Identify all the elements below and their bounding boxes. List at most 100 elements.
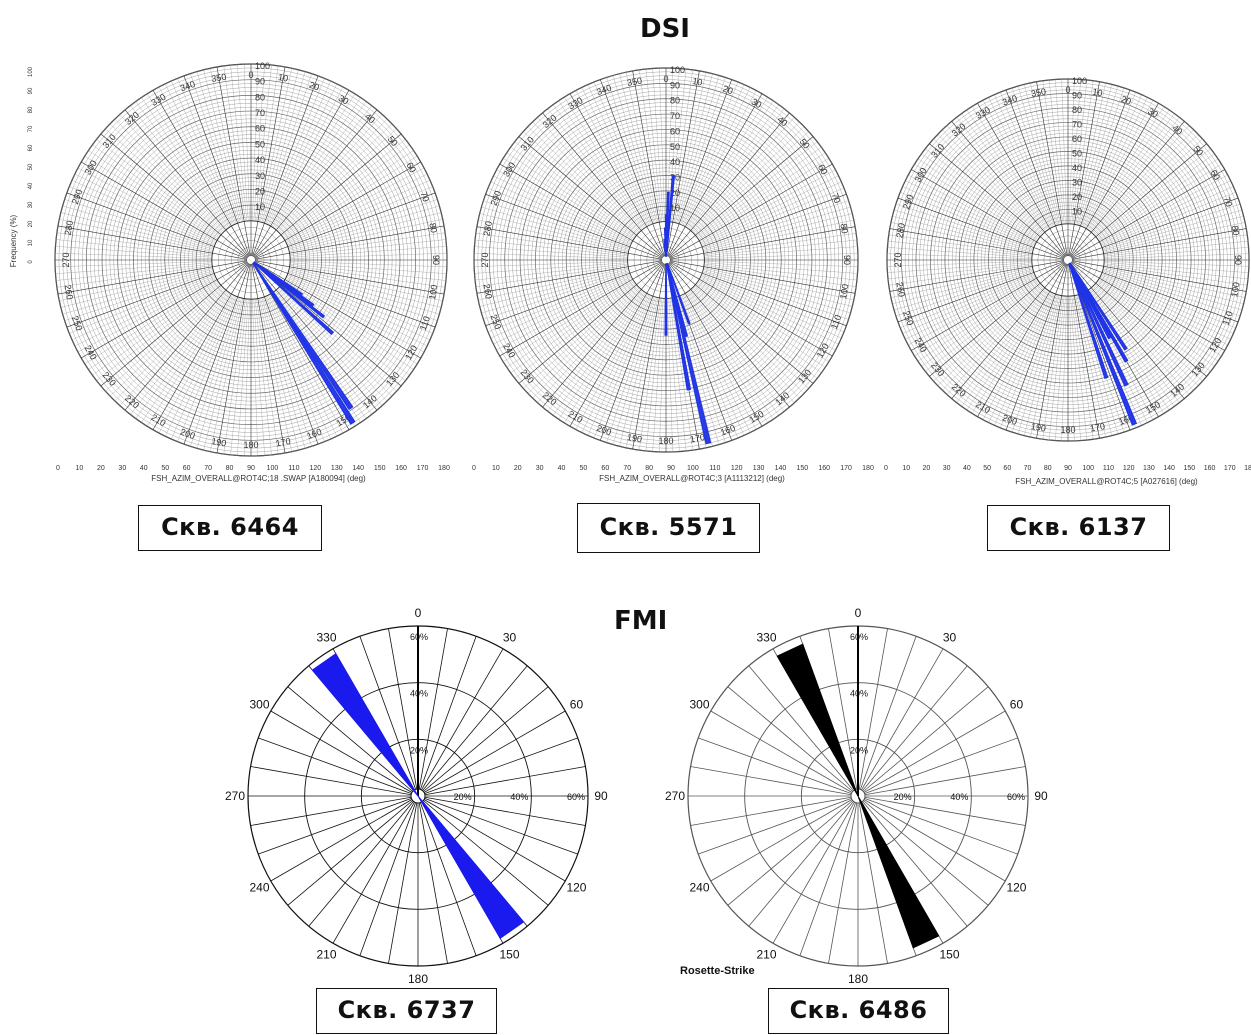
rose-radial-line [1068, 81, 1100, 257]
rose-radial-line [510, 147, 636, 238]
rose-radial-line [669, 194, 847, 259]
rose-radial-line [152, 90, 250, 257]
rose-radial-line [1070, 262, 1185, 399]
rose-radial-line [171, 295, 236, 440]
fmi-angle-label: 0 [855, 606, 862, 620]
rose-radial-line [1101, 186, 1234, 246]
rose-radial-line [593, 81, 652, 225]
fmi-spoke [418, 628, 448, 790]
radial-tick-label: 20 [1072, 192, 1082, 202]
rose-radial-line [252, 299, 258, 456]
rose-radial-line [260, 297, 299, 451]
angle-tick-label: 170 [1089, 421, 1106, 433]
rose-radial-line [569, 93, 665, 257]
rose-radial-line [667, 79, 732, 257]
x-tick-label: 60 [1003, 465, 1011, 472]
fmi-spoke [287, 686, 413, 792]
rose-radial-line [493, 276, 632, 345]
angle-tick-label: 20 [308, 80, 321, 93]
rose-radial-line [1061, 296, 1067, 441]
rose-radial-line [518, 262, 664, 384]
x-tick-label: 180 [862, 465, 874, 472]
dsi-rose-5571-svg: 0 102030405060708090100110120130140150160… [472, 65, 874, 483]
rose-radial-line [966, 289, 1048, 411]
rose-radial-line [230, 298, 248, 455]
angle-tick-label: 30 [337, 93, 351, 107]
rose-radial-line [55, 261, 212, 267]
x-tick-label: 140 [1163, 465, 1175, 472]
x-tick-label: 70 [204, 465, 212, 472]
rose-radial-line [1077, 294, 1119, 435]
rose-radial-line [59, 219, 213, 252]
rose-radial-line [895, 203, 1034, 249]
rose-radial-line [1090, 288, 1180, 403]
y-tick-label: 80 [28, 106, 34, 113]
rose-radial-line [929, 143, 1066, 258]
rose-petal [311, 652, 419, 797]
x-tick-label: 20 [514, 465, 522, 472]
rose-radial-line [474, 246, 628, 258]
radial-tick-label: 40 [1072, 163, 1082, 173]
angle-tick-label: 250 [70, 315, 85, 333]
rose-radial-line [659, 68, 665, 222]
rose-radial-line [483, 271, 630, 320]
rose-radial-line [1103, 267, 1246, 298]
rose-radial-line [1103, 216, 1244, 252]
radial-tick-label: 50 [1072, 148, 1082, 158]
angle-tick-label: 340 [179, 79, 197, 94]
rose-radial-line [1092, 286, 1190, 395]
rose-radial-line [147, 93, 231, 227]
rose-radial-line [887, 261, 1032, 267]
rose-radial-line [253, 262, 402, 387]
angle-tick-label: 190 [626, 432, 643, 444]
angle-tick-label: 100 [838, 283, 850, 300]
rose-radial-line [700, 175, 839, 244]
rose-radial-line [1102, 271, 1241, 317]
x-tick-label: 20 [97, 465, 105, 472]
x-tick-label: 30 [943, 465, 951, 472]
rose-radial-line [1068, 263, 1100, 439]
rose-radial-line [183, 75, 250, 257]
rose-radial-line [667, 93, 763, 257]
rose-radial-line [933, 284, 1042, 382]
x-tick-label: 100 [1082, 465, 1094, 472]
rose-radial-line [1097, 153, 1215, 239]
rose-radial-line [490, 275, 631, 339]
rose-radial-line [971, 106, 1049, 230]
rose-radial-line [702, 270, 851, 314]
rose-radial-line [925, 148, 1040, 238]
x-tick-label: 70 [623, 465, 631, 472]
rose-radial-line [223, 298, 246, 455]
radial-tick-label: 30 [255, 171, 265, 181]
rose-radial-line [69, 186, 215, 246]
angle-tick-label: 40 [775, 114, 789, 128]
x-tick-label: 160 [395, 465, 407, 472]
radial-tick-label: 90 [255, 77, 265, 87]
rose-radial-line [1099, 174, 1228, 244]
rose-radial-line [1102, 203, 1241, 249]
rose-radial-line [66, 261, 248, 328]
y-tick-label: 50 [28, 163, 34, 170]
angle-tick-label: 0 [1065, 85, 1070, 95]
rose-radial-line [1070, 79, 1081, 224]
angle-tick-label: 260 [482, 283, 494, 300]
rose-radial-line [668, 262, 814, 384]
x-tick-label: 170 [1224, 465, 1236, 472]
rose-radial-line [286, 173, 428, 243]
rose-radial-line [600, 263, 665, 441]
rose-radial-line [254, 65, 272, 222]
rose-radial-line [282, 144, 410, 238]
rose-radial-line [1098, 279, 1222, 357]
rose-radial-line [532, 121, 640, 233]
y-tick-label: 30 [28, 201, 34, 208]
x-tick-label: 20 [923, 465, 931, 472]
angle-tick-label: 10 [692, 76, 704, 88]
x-tick-label: 10 [902, 465, 910, 472]
rose-radial-line [55, 253, 212, 259]
rose-radial-line [251, 66, 286, 257]
rose-radial-line [527, 126, 639, 234]
rose-radial-line [66, 192, 248, 259]
fmi-spoke [359, 802, 416, 956]
rose-radial-line [600, 79, 665, 257]
rose-radial-line [988, 292, 1053, 423]
